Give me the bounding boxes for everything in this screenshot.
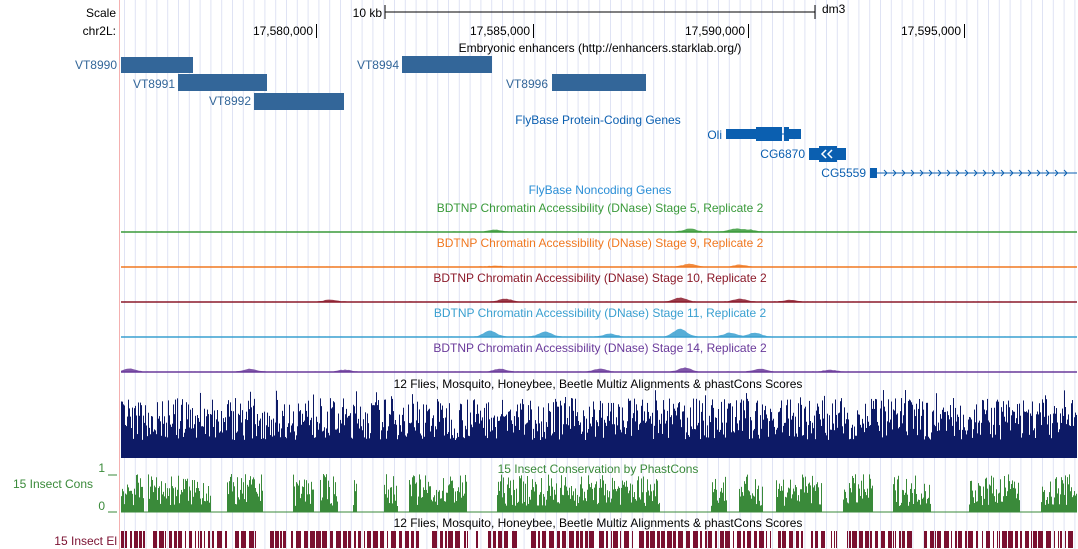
track-dnase-stage14[interactable]: BDTNP Chromatin Accessibility (DNase) St…	[121, 341, 1077, 373]
track-title-protein-genes: FlyBase Protein-Coding Genes	[515, 113, 680, 127]
scale-bar-text: 10 kb	[353, 6, 383, 20]
track-multiz[interactable]: 12 Flies, Mosquito, Honeybee, Beetle Mul…	[121, 377, 1077, 458]
chrom-label: chr2L:	[83, 24, 116, 38]
position-label: 17,580,000	[253, 24, 313, 38]
track-title-enhancers: Embryonic enhancers (http://enhancers.st…	[459, 41, 742, 55]
enhancer-label[interactable]: VT8991	[133, 77, 175, 91]
track-dnase-stage9[interactable]: BDTNP Chromatin Accessibility (DNase) St…	[121, 236, 1077, 268]
gene-label[interactable]: CG5559	[821, 166, 866, 180]
track-title-insect-cons: 15 Insect Conservation by PhastCons	[498, 462, 699, 476]
track-title-insect-el: 12 Flies, Mosquito, Honeybee, Beetle Mul…	[394, 516, 803, 530]
track-insect-el[interactable]: 12 Flies, Mosquito, Honeybee, Beetle Mul…	[54, 516, 1073, 548]
track-title-dnase: BDTNP Chromatin Accessibility (DNase) St…	[434, 306, 767, 320]
enhancer-label[interactable]: VT8992	[209, 94, 251, 108]
track-title-dnase: BDTNP Chromatin Accessibility (DNase) St…	[433, 271, 767, 285]
gene-model-cg5559[interactable]	[870, 168, 1077, 178]
enhancer-label[interactable]: VT8994	[357, 58, 399, 72]
gene-model-oli[interactable]	[726, 127, 801, 141]
assembly-label: dm3	[822, 2, 846, 16]
axis-max-label: 1	[98, 461, 105, 475]
track-dnase-stage5[interactable]: BDTNP Chromatin Accessibility (DNase) St…	[121, 201, 1077, 233]
gene-label[interactable]: Oli	[707, 128, 722, 142]
track-dnase-stage10[interactable]: BDTNP Chromatin Accessibility (DNase) St…	[121, 271, 1077, 303]
track-title-multiz: 12 Flies, Mosquito, Honeybee, Beetle Mul…	[394, 377, 803, 391]
enhancer-feature[interactable]	[178, 74, 267, 91]
enhancer-label[interactable]: VT8990	[75, 58, 117, 72]
track-side-label[interactable]: 15 Insect El	[54, 534, 117, 548]
gene-label[interactable]: CG6870	[760, 147, 805, 161]
track-dnase-stage11[interactable]: BDTNP Chromatin Accessibility (DNase) St…	[121, 306, 1077, 338]
enhancer-feature[interactable]	[552, 74, 646, 91]
position-label: 17,590,000	[685, 24, 745, 38]
enhancer-feature[interactable]	[254, 93, 344, 110]
enhancer-label[interactable]: VT8996	[506, 77, 548, 91]
enhancer-feature[interactable]	[121, 57, 193, 73]
ruler[interactable]: Scale chr2L: 10 kb dm3 17,580,000 17,585…	[83, 2, 965, 38]
track-title-dnase: BDTNP Chromatin Accessibility (DNase) St…	[433, 341, 767, 355]
track-side-label[interactable]: 15 Insect Cons	[13, 477, 93, 491]
gene-model-cg6870[interactable]	[809, 146, 846, 162]
position-label: 17,595,000	[901, 24, 961, 38]
scale-label: Scale	[86, 6, 116, 20]
position-label: 17,585,000	[470, 24, 530, 38]
track-insect-cons[interactable]: 15 Insect Conservation by PhastCons 15 I…	[13, 461, 1077, 513]
track-title-dnase: BDTNP Chromatin Accessibility (DNase) St…	[437, 201, 764, 215]
track-title-noncoding: FlyBase Noncoding Genes	[529, 183, 672, 197]
track-enhancers[interactable]: Embryonic enhancers (http://enhancers.st…	[75, 41, 741, 110]
track-title-dnase: BDTNP Chromatin Accessibility (DNase) St…	[437, 236, 764, 250]
track-protein-coding-genes[interactable]: FlyBase Protein-Coding Genes Oli CG6870 …	[515, 113, 1077, 180]
enhancer-feature[interactable]	[402, 56, 492, 73]
axis-min-label: 0	[98, 499, 105, 513]
